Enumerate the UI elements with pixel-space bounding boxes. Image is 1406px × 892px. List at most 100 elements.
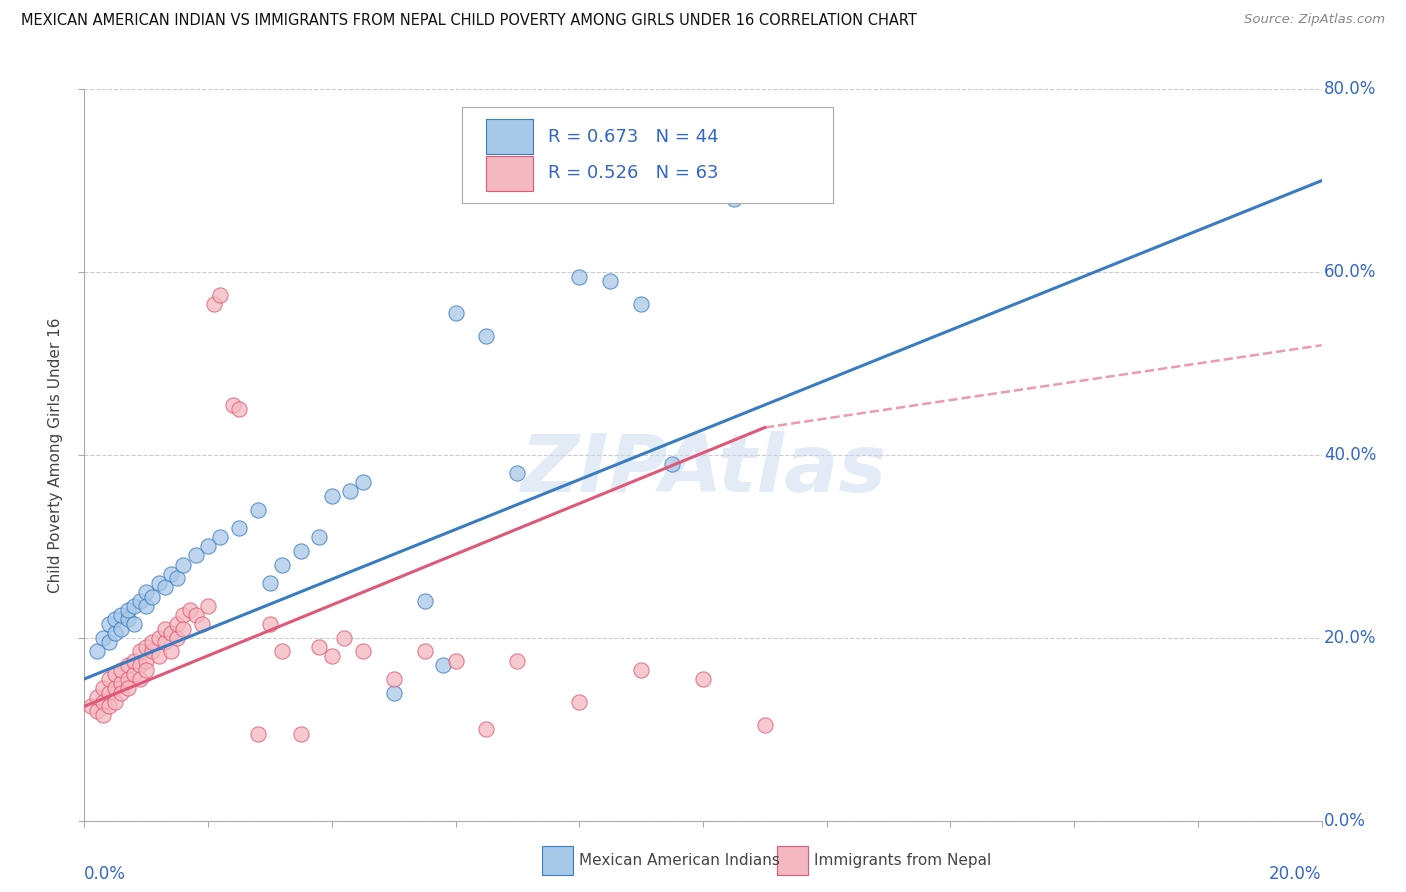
Point	[117, 681, 139, 695]
Point	[98, 635, 121, 649]
Point	[104, 681, 127, 695]
Text: R = 0.526   N = 63: R = 0.526 N = 63	[548, 164, 718, 182]
Point	[122, 617, 145, 632]
Point	[98, 617, 121, 632]
Point	[475, 329, 498, 343]
Point	[197, 539, 219, 553]
Point	[117, 672, 139, 686]
Point	[98, 672, 121, 686]
Text: 0.0%: 0.0%	[1324, 812, 1367, 830]
Point	[160, 644, 183, 658]
Point	[432, 658, 454, 673]
Point	[321, 649, 343, 664]
Point	[129, 672, 152, 686]
Point	[475, 723, 498, 737]
Point	[86, 690, 108, 705]
Point	[184, 549, 207, 563]
Point	[184, 607, 207, 622]
Text: 0.0%: 0.0%	[84, 864, 127, 882]
Point	[172, 607, 194, 622]
Point	[352, 475, 374, 490]
Point	[290, 544, 312, 558]
Point	[172, 558, 194, 572]
Point	[117, 613, 139, 627]
Point	[110, 676, 132, 690]
Text: 80.0%: 80.0%	[1324, 80, 1376, 98]
Text: Source: ZipAtlas.com: Source: ZipAtlas.com	[1244, 13, 1385, 27]
FancyBboxPatch shape	[778, 847, 808, 876]
Point	[166, 631, 188, 645]
Point	[79, 699, 101, 714]
FancyBboxPatch shape	[543, 847, 574, 876]
Point	[110, 685, 132, 699]
Point	[153, 581, 176, 595]
Text: ZIPAtlas: ZIPAtlas	[520, 431, 886, 508]
Point	[117, 603, 139, 617]
Point	[246, 727, 269, 741]
Point	[661, 457, 683, 471]
Point	[271, 644, 294, 658]
Point	[209, 530, 232, 544]
Point	[599, 274, 621, 288]
Point	[506, 466, 529, 480]
Point	[91, 631, 114, 645]
Point	[129, 658, 152, 673]
Point	[339, 484, 361, 499]
Point	[202, 297, 225, 311]
Point	[308, 530, 330, 544]
Text: MEXICAN AMERICAN INDIAN VS IMMIGRANTS FROM NEPAL CHILD POVERTY AMONG GIRLS UNDER: MEXICAN AMERICAN INDIAN VS IMMIGRANTS FR…	[21, 13, 917, 29]
Point	[754, 717, 776, 731]
FancyBboxPatch shape	[486, 156, 533, 191]
Point	[117, 658, 139, 673]
Text: 20.0%: 20.0%	[1324, 629, 1376, 647]
Point	[568, 269, 591, 284]
Point	[413, 594, 436, 608]
Point	[228, 521, 250, 535]
Point	[135, 585, 157, 599]
Point	[104, 667, 127, 681]
Point	[191, 617, 214, 632]
Point	[568, 695, 591, 709]
Point	[630, 663, 652, 677]
Point	[166, 571, 188, 585]
Point	[91, 708, 114, 723]
Point	[209, 288, 232, 302]
Point	[506, 654, 529, 668]
Point	[98, 685, 121, 699]
Point	[413, 644, 436, 658]
Point	[129, 644, 152, 658]
Point	[290, 727, 312, 741]
FancyBboxPatch shape	[461, 108, 832, 202]
Point	[135, 663, 157, 677]
Point	[197, 599, 219, 613]
Point	[444, 654, 467, 668]
Point	[222, 398, 245, 412]
Point	[141, 644, 163, 658]
Point	[271, 558, 294, 572]
Point	[723, 192, 745, 206]
Point	[91, 695, 114, 709]
Point	[308, 640, 330, 654]
Point	[122, 599, 145, 613]
Point	[160, 566, 183, 581]
Point	[692, 672, 714, 686]
Point	[382, 672, 405, 686]
Point	[179, 603, 201, 617]
Text: Immigrants from Nepal: Immigrants from Nepal	[814, 854, 991, 869]
Point	[321, 489, 343, 503]
Point	[246, 502, 269, 516]
Point	[160, 626, 183, 640]
Point	[382, 685, 405, 699]
Point	[333, 631, 356, 645]
Point	[259, 617, 281, 632]
Point	[153, 635, 176, 649]
Point	[122, 654, 145, 668]
Point	[153, 622, 176, 636]
Point	[135, 654, 157, 668]
Point	[122, 667, 145, 681]
Text: R = 0.673   N = 44: R = 0.673 N = 44	[548, 128, 718, 145]
Point	[98, 699, 121, 714]
Point	[148, 631, 170, 645]
Text: 40.0%: 40.0%	[1324, 446, 1376, 464]
Point	[86, 644, 108, 658]
